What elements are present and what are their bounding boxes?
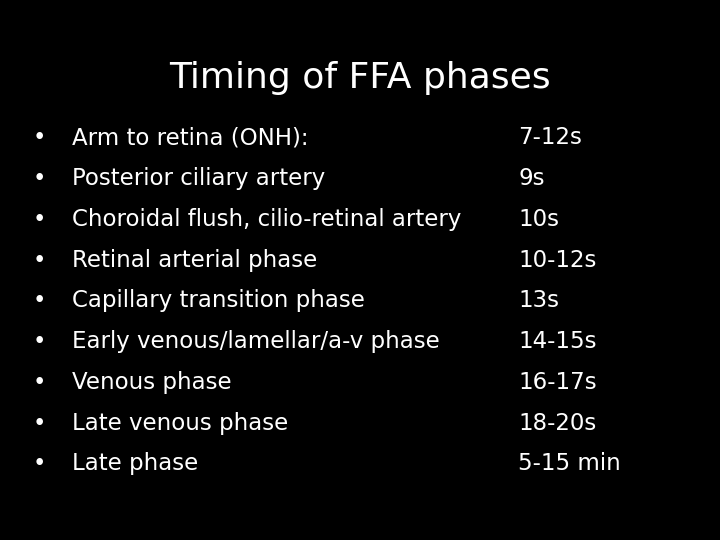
Text: 16-17s: 16-17s [518, 371, 597, 394]
Text: 13s: 13s [518, 289, 559, 312]
Text: Retinal arterial phase: Retinal arterial phase [72, 248, 318, 272]
Text: Venous phase: Venous phase [72, 371, 232, 394]
Text: •: • [33, 126, 46, 149]
Text: •: • [33, 289, 46, 312]
Text: Arm to retina (ONH):: Arm to retina (ONH): [72, 126, 308, 149]
Text: 10-12s: 10-12s [518, 248, 597, 272]
Text: •: • [33, 330, 46, 353]
Text: •: • [33, 371, 46, 394]
Text: Capillary transition phase: Capillary transition phase [72, 289, 365, 312]
Text: •: • [33, 453, 46, 475]
Text: 14-15s: 14-15s [518, 330, 597, 353]
Text: 18-20s: 18-20s [518, 411, 597, 435]
Text: 5-15 min: 5-15 min [518, 453, 621, 475]
Text: Timing of FFA phases: Timing of FFA phases [169, 62, 551, 95]
Text: 10s: 10s [518, 208, 559, 231]
Text: Early venous/lamellar/a-v phase: Early venous/lamellar/a-v phase [72, 330, 440, 353]
Text: •: • [33, 167, 46, 190]
Text: Posterior ciliary artery: Posterior ciliary artery [72, 167, 325, 190]
Text: •: • [33, 208, 46, 231]
Text: 9s: 9s [518, 167, 545, 190]
Text: Choroidal flush, cilio-retinal artery: Choroidal flush, cilio-retinal artery [72, 208, 462, 231]
Text: 7-12s: 7-12s [518, 126, 582, 149]
Text: •: • [33, 411, 46, 435]
Text: Late phase: Late phase [72, 453, 198, 475]
Text: Late venous phase: Late venous phase [72, 411, 288, 435]
Text: •: • [33, 248, 46, 272]
